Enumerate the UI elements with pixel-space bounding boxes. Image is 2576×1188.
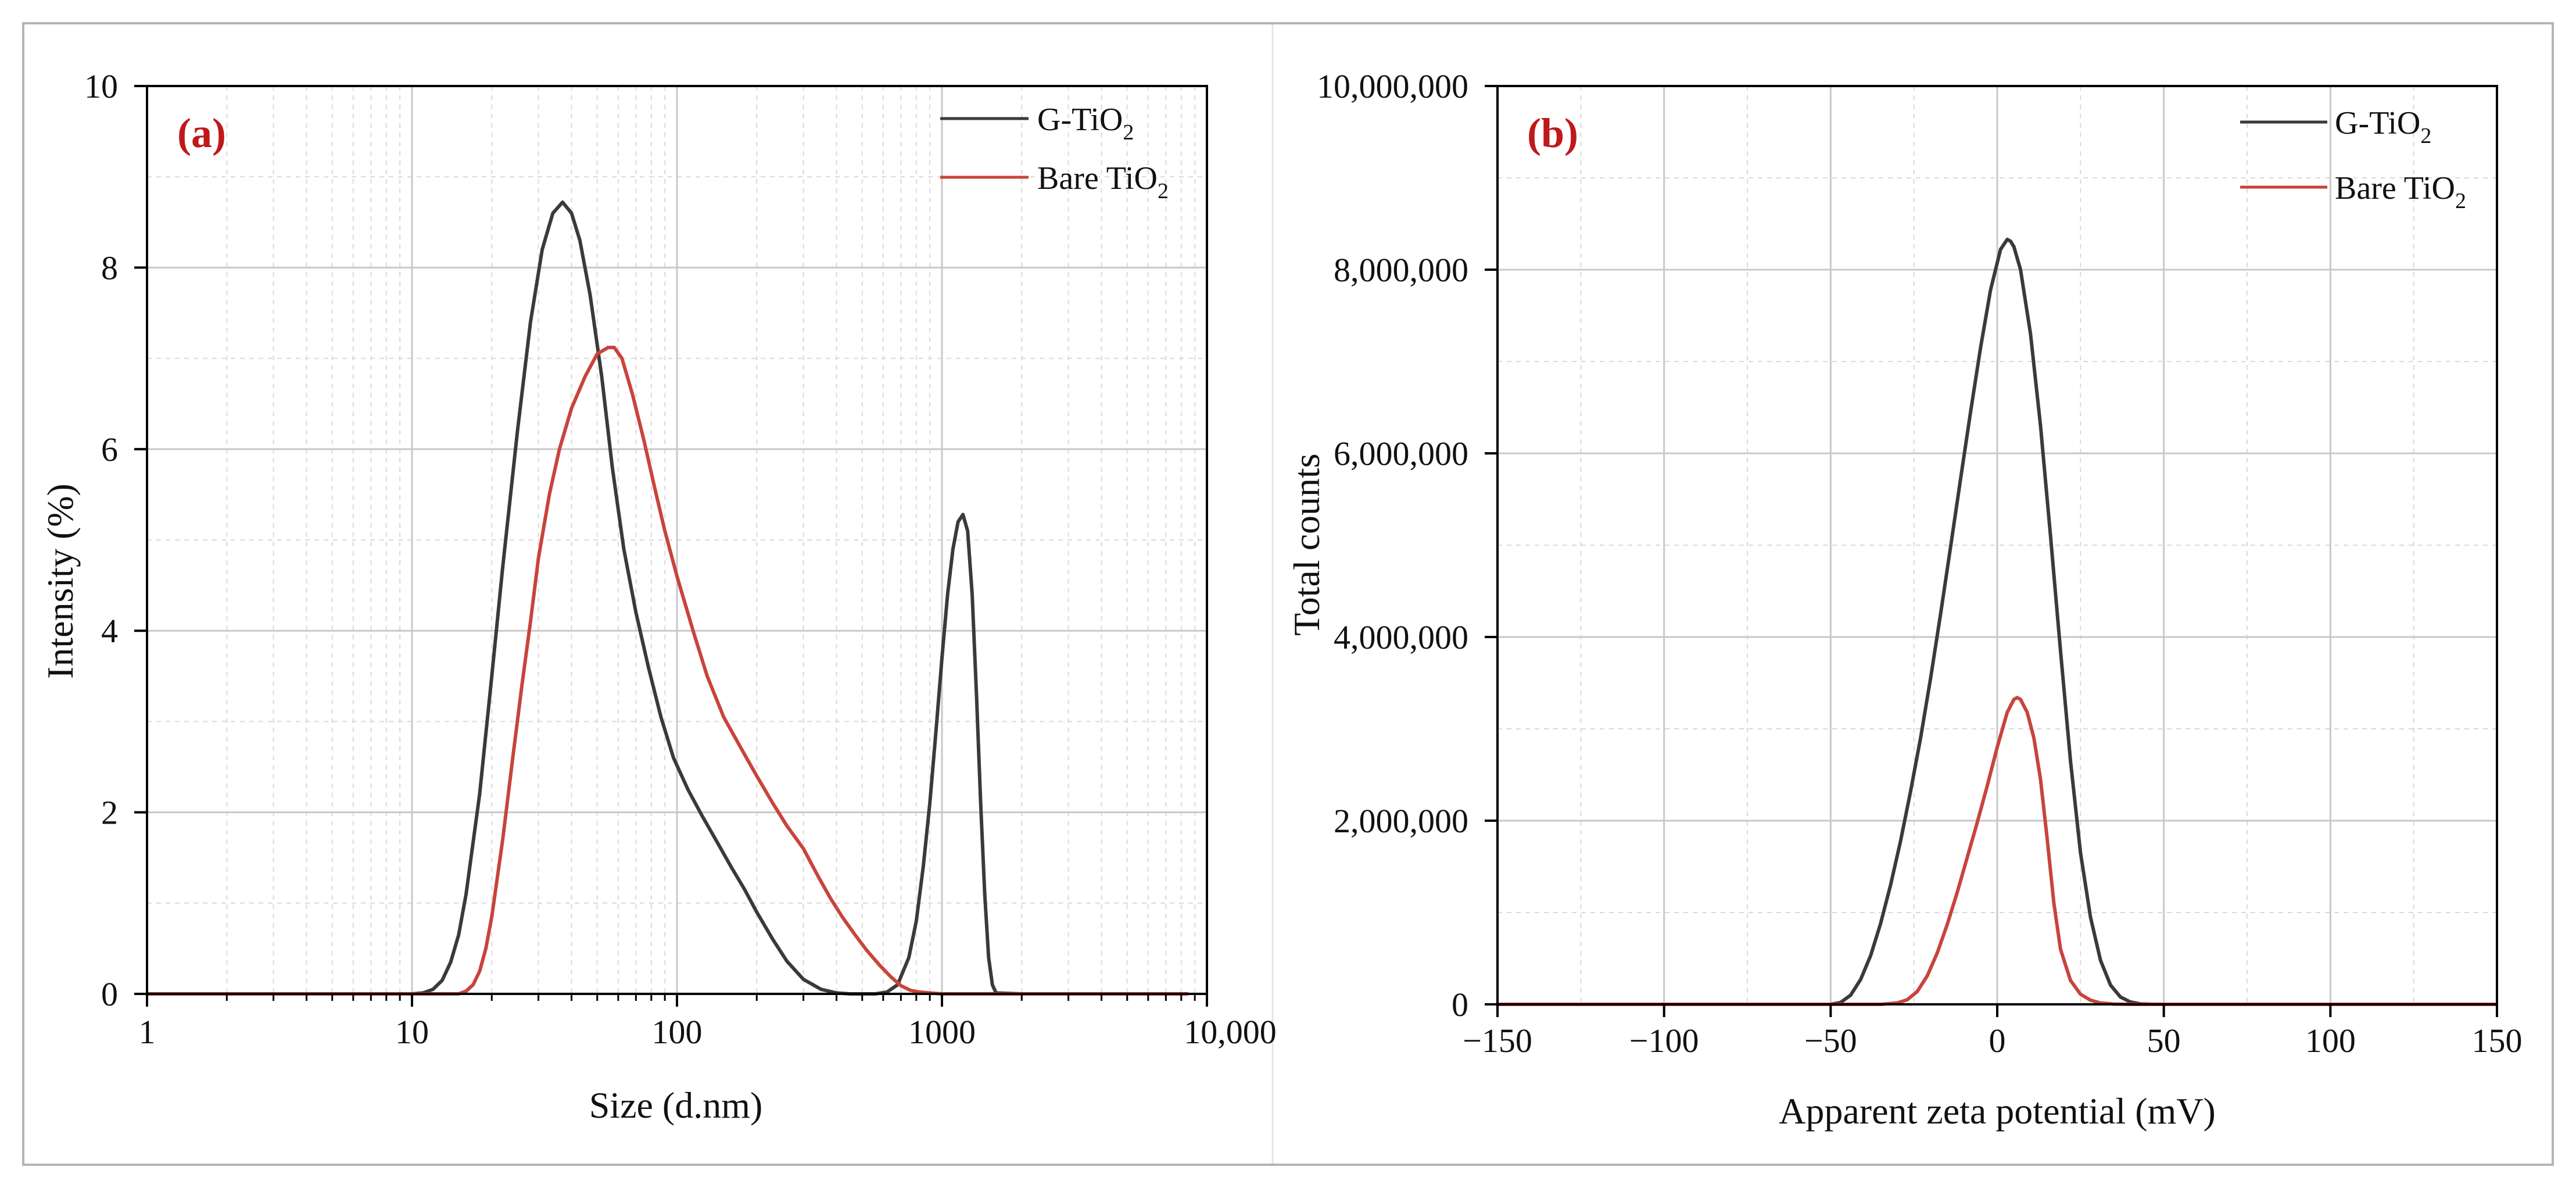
y-tick-label: 10,000,000 [1317,67,1468,105]
x-tick-label: −100 [1629,1022,1699,1060]
panel-b-y-axis-title: Total counts [1286,453,1327,636]
x-tick-label: 150 [2472,1022,2523,1060]
panel-b-label: (b) [1527,110,1578,156]
x-tick-label: 100 [2305,1022,2356,1060]
panel-a-x-axis-title: Size (d.nm) [589,1085,763,1126]
y-tick-label: 4 [101,612,118,650]
panel-a-ticks: 1 10 100 1000 10,000 0 2 4 6 8 10 [84,67,1277,1051]
panel-b-x-axis-title: Apparent zeta potential (mV) [1779,1090,2216,1132]
legend-a-label-bare-tio2: Bare TiO2 [1037,160,1169,203]
panel-a-chart: 1 10 100 1000 10,000 0 2 4 6 8 10 (a) G-TiO2 Bare … [40,67,1277,1126]
x-tick-label: 10,000 [1184,1013,1277,1051]
x-tick-label: 50 [2147,1022,2181,1060]
y-tick-label: 6 [101,431,118,468]
x-tick-label: 100 [652,1013,703,1051]
legend-a-label-g-tio2: G-TiO2 [1037,102,1134,145]
y-tick-label: 6,000,000 [1334,435,1468,473]
y-tick-label: 0 [101,975,118,1013]
panel-a-series-lines [147,200,1188,996]
panel-a-plot-frame [146,85,1208,995]
series-line-g-tio2 [1497,237,2497,1006]
panel-b-chart: −150 −100 −50 0 50 100 150 0 2,000,000 4,000,000 6… [1286,67,2523,1132]
x-tick-label: 1 [139,1013,156,1051]
y-tick-label: 0 [1452,986,1468,1024]
x-tick-label: −150 [1463,1022,1532,1060]
series-line-bare-tio2 [147,345,1188,996]
x-tick-label: −50 [1804,1022,1857,1060]
x-tick-label: 0 [1989,1022,2006,1060]
y-tick-label: 8 [101,249,118,287]
legend-b-label-g-tio2: G-TiO2 [2335,105,2431,148]
panel-a-y-axis-title: Intensity (%) [40,484,81,679]
panel-a-minor-grid [147,86,1207,994]
x-tick-label: 10 [395,1013,429,1051]
series-line-g-tio2 [147,200,1188,996]
y-tick-label: 2 [101,794,118,832]
panel-a-label: (a) [177,110,226,156]
y-tick-label: 8,000,000 [1334,251,1468,289]
legend-b-label-bare-tio2: Bare TiO2 [2335,170,2466,213]
panel-a-legend: G-TiO2 Bare TiO2 [940,102,1169,203]
panel-b-ticks: −150 −100 −50 0 50 100 150 0 2,000,000 4,000,000 6… [1317,67,2523,1060]
series-line-bare-tio2 [1497,696,2497,1006]
panel-b-plot-frame [1496,85,2498,1005]
panel-b-legend: G-TiO2 Bare TiO2 [2240,105,2466,213]
y-tick-label: 10 [84,67,118,105]
panel-b-series-lines [1497,237,2497,1006]
y-tick-label: 2,000,000 [1334,802,1468,840]
y-tick-label: 4,000,000 [1334,618,1468,656]
figure-border [22,22,2554,1166]
x-tick-label: 1000 [908,1013,976,1051]
